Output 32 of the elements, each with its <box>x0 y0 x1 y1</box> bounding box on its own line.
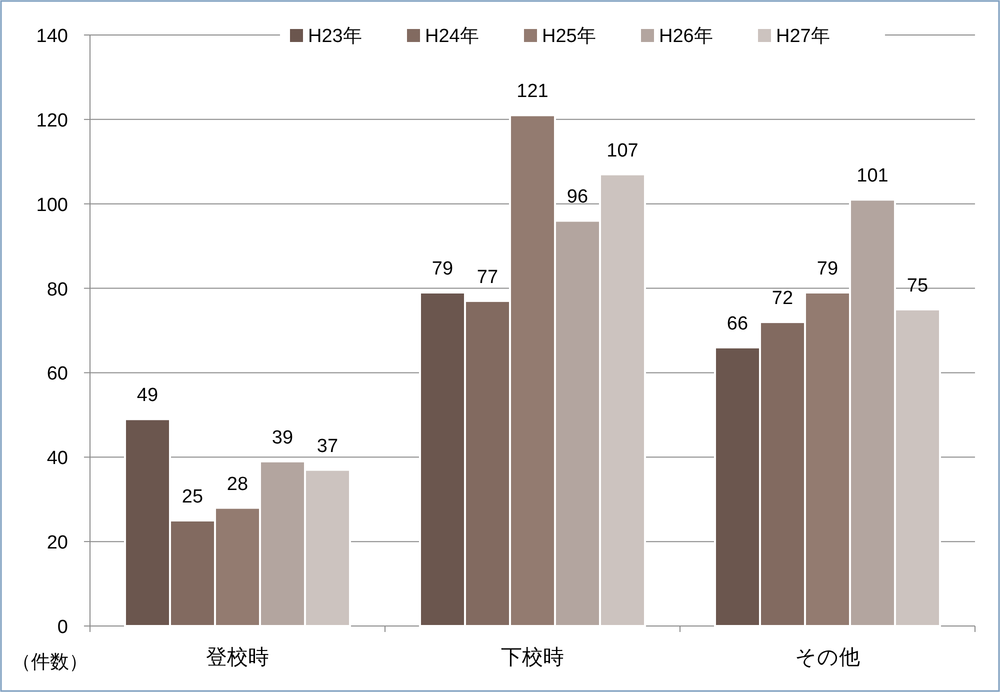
y-tick-label: 40 <box>46 448 68 470</box>
data-label: 79 <box>816 258 838 280</box>
data-label: 101 <box>856 166 888 187</box>
legend-label: H27年 <box>776 26 830 47</box>
data-label: 96 <box>566 186 588 208</box>
data-label: 107 <box>606 140 638 162</box>
legend-label: H25年 <box>542 26 596 47</box>
data-label: 72 <box>772 288 794 310</box>
y-tick-label: 0 <box>57 617 68 638</box>
data-label: 39 <box>272 427 294 448</box>
y-tick-label: 140 <box>36 26 68 47</box>
data-label: 77 <box>476 266 498 288</box>
data-label: 49 <box>136 385 158 406</box>
x-tick-label: その他 <box>795 646 860 669</box>
data-label: 66 <box>726 313 748 334</box>
legend-label: H26年 <box>659 26 713 47</box>
y-axis-title: （件数） <box>12 652 88 673</box>
data-label: 25 <box>182 486 204 508</box>
legend-label: H23年 <box>308 26 362 47</box>
y-tick-label: 100 <box>36 194 68 216</box>
x-tick-label: 登校時 <box>206 646 269 669</box>
y-tick-label: 120 <box>36 110 68 132</box>
data-label: 37 <box>316 436 338 457</box>
data-label: 79 <box>432 258 454 280</box>
legend-label: H24年 <box>425 26 479 47</box>
x-tick-label: 下校時 <box>501 646 564 669</box>
y-tick-label: 60 <box>46 364 68 385</box>
y-tick-label: 80 <box>46 279 68 300</box>
y-tick-label: 20 <box>46 532 68 554</box>
data-label: 75 <box>906 275 928 296</box>
data-label: 28 <box>226 474 248 495</box>
data-label: 121 <box>516 81 548 102</box>
